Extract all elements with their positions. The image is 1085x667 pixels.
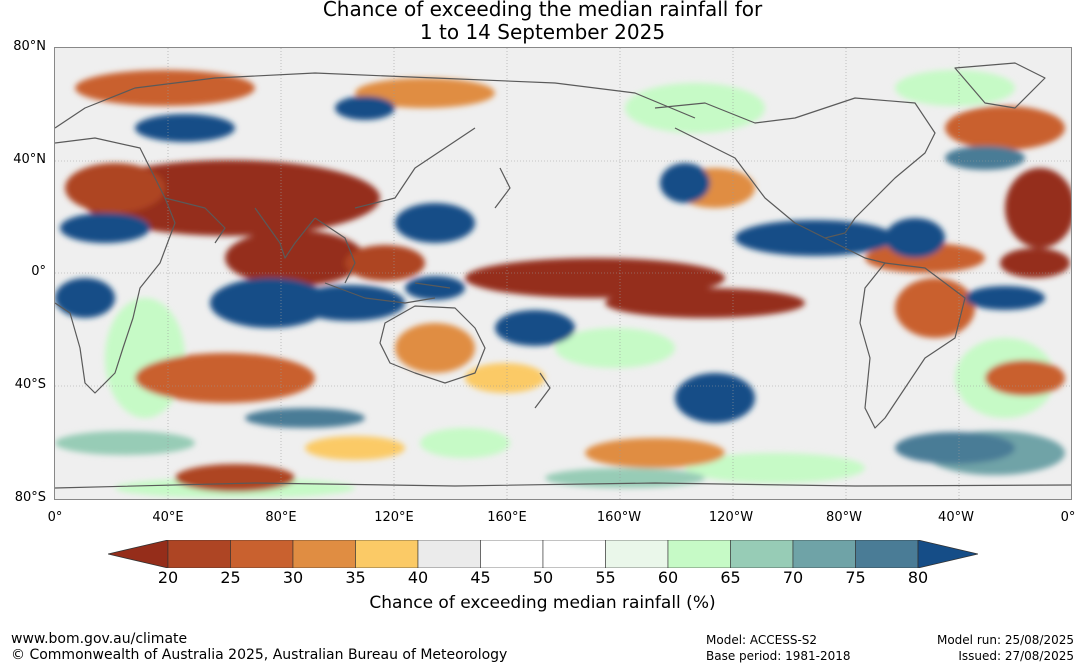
colorbar-arrow-low <box>108 540 169 568</box>
colorbar-tick-label: 80 <box>907 568 929 587</box>
map-title: Chance of exceeding the median rainfall … <box>0 0 1085 44</box>
lon-label-0-right: 0° <box>1060 510 1076 525</box>
colorbar-cell <box>167 540 231 568</box>
colorbar-cell <box>417 540 481 568</box>
lat-label-equator: 0° <box>31 264 46 279</box>
lon-label-120w: 120°W <box>708 510 754 525</box>
footer-issued: Issued: 27/08/2025 <box>958 649 1074 663</box>
colorbar-cell <box>605 540 669 568</box>
lat-label-40n: 40°N <box>13 152 46 167</box>
footer-base-period: Base period: 1981-2018 <box>706 649 851 663</box>
colorbar-tick-label: 40 <box>407 568 429 587</box>
lat-label-80n: 80°N <box>13 39 46 54</box>
colorbar-cell <box>667 540 731 568</box>
colorbar-tick-label: 30 <box>282 568 304 587</box>
colorbar-cell <box>355 540 419 568</box>
lon-label-160w: 160°W <box>596 510 642 525</box>
footer-copyright: © Commonwealth of Australia 2025, Austra… <box>11 647 508 663</box>
lat-label-80s: 80°S <box>14 490 46 505</box>
colorbar-arrow-high <box>917 540 978 568</box>
colorbar-tick-label: 75 <box>845 568 866 587</box>
rainfall-map <box>54 47 1072 500</box>
footer-website: www.bom.gov.au/climate <box>11 631 188 647</box>
lon-label-120e: 120°E <box>374 510 414 525</box>
colorbar-cell <box>855 540 919 568</box>
lon-label-160e: 160°E <box>487 510 527 525</box>
colorbar-tick-label: 55 <box>595 568 616 587</box>
colorbar-tick-label: 70 <box>782 568 804 587</box>
colorbar-label: Chance of exceeding median rainfall (%) <box>369 593 716 613</box>
rainfall-map-graphic <box>55 48 1071 499</box>
colorbar-tick-label: 20 <box>157 568 179 587</box>
colorbar-tick-label: 25 <box>220 568 241 587</box>
lon-label-80e: 80°E <box>265 510 297 525</box>
colorbar-cell <box>480 540 544 568</box>
footer-model-run: Model run: 25/08/2025 <box>936 633 1074 647</box>
colorbar-cell <box>730 540 794 568</box>
colorbar-cell <box>292 540 356 568</box>
lon-label-0: 0° <box>47 510 63 525</box>
lon-label-40w: 40°W <box>938 510 974 525</box>
colorbar-tick-label: 45 <box>470 568 491 587</box>
lat-label-40s: 40°S <box>14 377 46 392</box>
colorbar-tick-label: 60 <box>657 568 679 587</box>
colorbar-cell <box>542 540 606 568</box>
colorbar-tick-label: 35 <box>345 568 366 587</box>
colorbar-tick-label: 65 <box>720 568 741 587</box>
colorbar-tick-label: 50 <box>532 568 554 587</box>
map-title-line2: 1 to 14 September 2025 <box>419 20 666 44</box>
colorbar <box>108 540 978 568</box>
colorbar-cell <box>792 540 856 568</box>
map-title-line1: Chance of exceeding the median rainfall … <box>322 0 763 21</box>
colorbar-cell <box>230 540 294 568</box>
footer-model: Model: ACCESS-S2 <box>706 633 818 647</box>
lon-label-80w: 80°W <box>826 510 862 525</box>
lon-label-40e: 40°E <box>152 510 184 525</box>
